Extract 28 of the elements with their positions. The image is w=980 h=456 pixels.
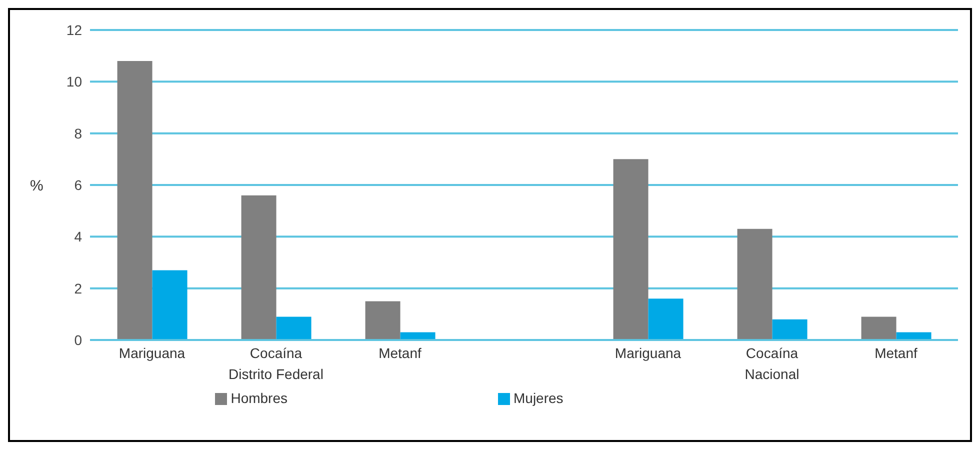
x-tick-label: Cocaína xyxy=(746,344,798,361)
bar xyxy=(772,319,808,340)
bar xyxy=(648,298,684,340)
x-tick-label: Mariguana xyxy=(118,344,186,361)
y-tick-label: 8 xyxy=(74,125,82,142)
text: Nacional xyxy=(744,366,800,382)
bar xyxy=(117,61,152,340)
x-tick-label: Metanf xyxy=(378,344,422,361)
y-tick-label: 10 xyxy=(66,74,82,90)
y-axis-title: % xyxy=(30,177,44,194)
bar xyxy=(241,195,276,340)
y-tick-label: 6 xyxy=(74,176,82,193)
y-tick-label: 0 xyxy=(74,332,82,348)
bar xyxy=(737,228,772,340)
bar xyxy=(152,270,188,340)
text: Distrito Federal xyxy=(228,366,324,382)
bar xyxy=(613,159,648,340)
x-tick-label: Metanf xyxy=(874,344,918,361)
bar xyxy=(276,316,312,340)
x-tick-label: Cocaína xyxy=(250,344,302,361)
y-tick-label: 12 xyxy=(66,22,82,38)
y-tick-label: 2 xyxy=(74,280,82,296)
bar xyxy=(861,316,896,340)
x-tick-label: Mariguana xyxy=(614,344,682,361)
legend-label: Mujeres xyxy=(514,390,564,406)
bar xyxy=(365,301,400,340)
y-tick-label: 4 xyxy=(74,228,82,245)
legend-label: Hombres xyxy=(230,390,288,406)
